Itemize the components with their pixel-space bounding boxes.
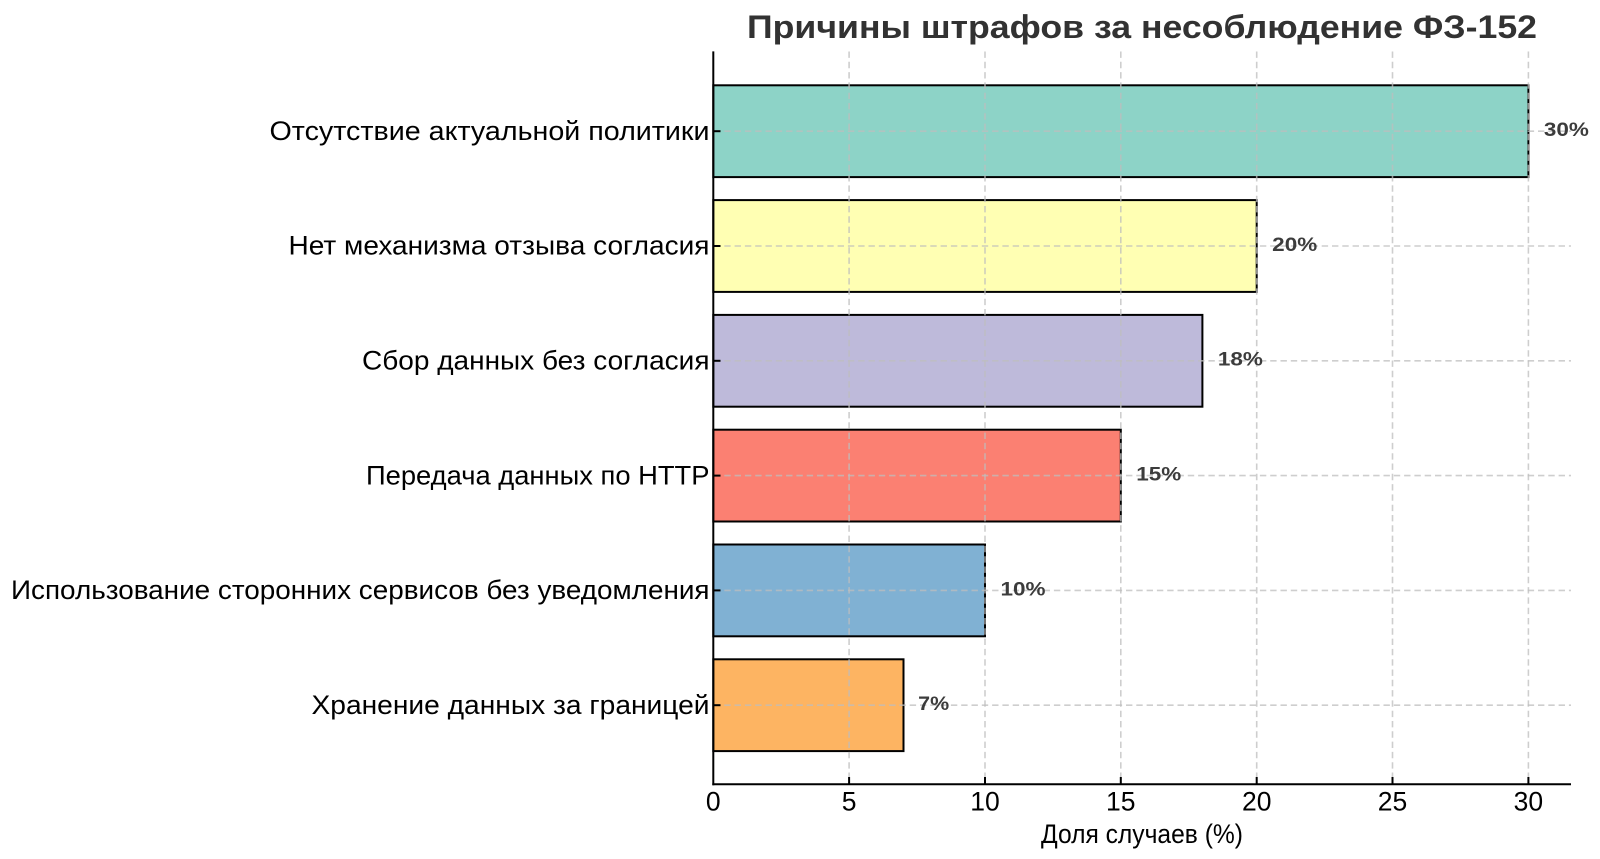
svg-text:10%: 10% <box>1001 578 1046 600</box>
svg-text:7%: 7% <box>918 693 949 715</box>
svg-text:Причины штрафов за несоблюдени: Причины штрафов за несоблюдение ФЗ-152 <box>747 9 1537 45</box>
svg-text:Нет механизма отзыва согласия: Нет механизма отзыва согласия <box>289 231 710 261</box>
svg-text:15: 15 <box>1106 786 1135 816</box>
svg-text:0: 0 <box>706 786 721 816</box>
svg-text:Отсутствие актуальной политики: Отсутствие актуальной политики <box>270 116 710 146</box>
svg-text:Хранение данных за границей: Хранение данных за границей <box>312 690 710 720</box>
svg-text:Использование сторонних сервис: Использование сторонних сервисов без уве… <box>11 575 710 605</box>
svg-text:30: 30 <box>1514 786 1543 816</box>
svg-text:30%: 30% <box>1544 119 1589 141</box>
svg-text:Передача данных по HTTP: Передача данных по HTTP <box>366 460 710 490</box>
svg-text:18%: 18% <box>1218 349 1263 371</box>
svg-text:5: 5 <box>842 786 857 816</box>
svg-text:Доля случаев (%): Доля случаев (%) <box>1041 819 1243 849</box>
svg-text:20%: 20% <box>1272 234 1317 256</box>
svg-text:25: 25 <box>1378 786 1407 816</box>
svg-text:Сбор данных без согласия: Сбор данных без согласия <box>362 346 710 376</box>
svg-text:15%: 15% <box>1136 464 1181 486</box>
svg-text:20: 20 <box>1242 786 1271 816</box>
svg-text:10: 10 <box>970 786 999 816</box>
